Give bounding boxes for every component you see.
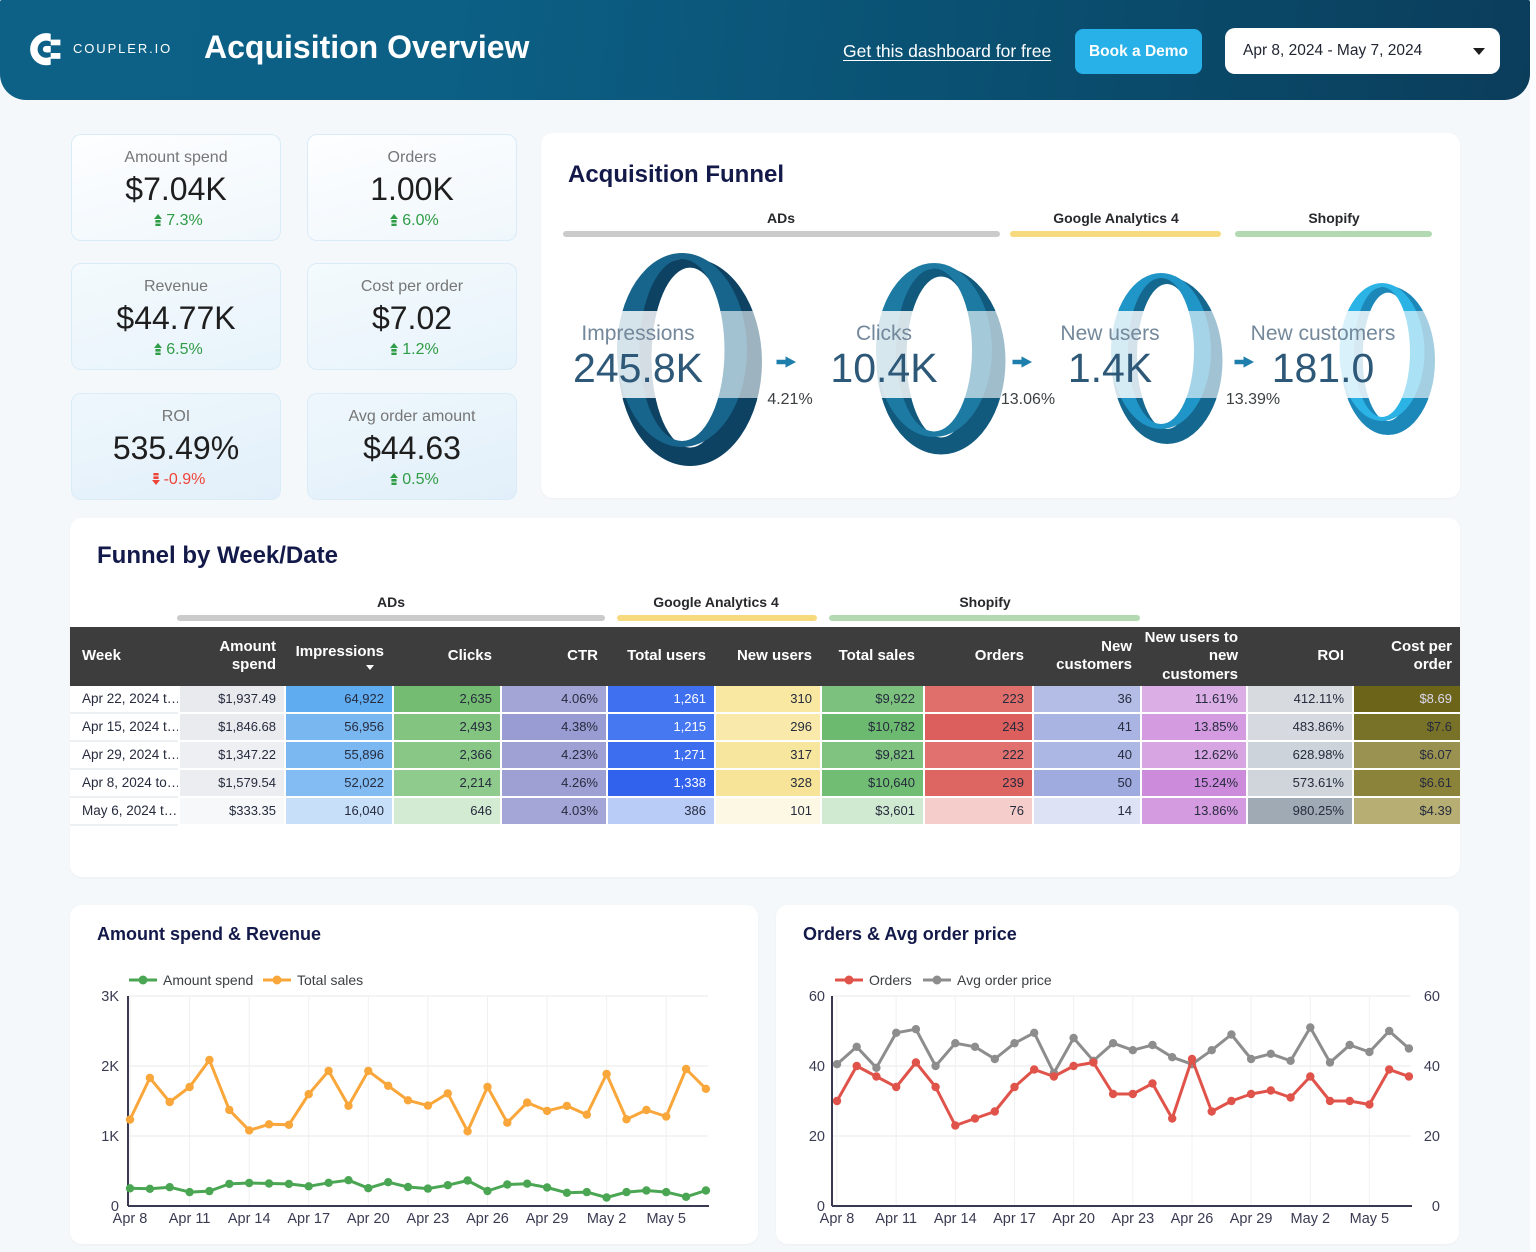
svg-text:60: 60 <box>809 989 825 1005</box>
svg-text:Orders: Orders <box>869 972 912 988</box>
svg-text:Apr 11: Apr 11 <box>169 1211 211 1227</box>
svg-text:0: 0 <box>817 1199 825 1215</box>
svg-text:Apr 11: Apr 11 <box>875 1211 917 1227</box>
svg-text:Apr 23: Apr 23 <box>407 1211 450 1227</box>
svg-text:3K: 3K <box>101 989 119 1005</box>
svg-text:Avg order price: Avg order price <box>957 972 1052 988</box>
svg-text:Apr 29: Apr 29 <box>1230 1211 1273 1227</box>
svg-text:2K: 2K <box>101 1059 119 1075</box>
svg-text:20: 20 <box>809 1129 825 1145</box>
svg-text:May 5: May 5 <box>646 1211 686 1227</box>
svg-text:Apr 17: Apr 17 <box>287 1211 330 1227</box>
svg-text:Apr 17: Apr 17 <box>993 1211 1036 1227</box>
svg-text:Apr 20: Apr 20 <box>347 1211 390 1227</box>
svg-text:Apr 26: Apr 26 <box>466 1211 509 1227</box>
svg-text:1K: 1K <box>101 1129 119 1145</box>
svg-text:May 2: May 2 <box>587 1211 627 1227</box>
svg-text:0: 0 <box>1432 1199 1440 1215</box>
svg-text:0: 0 <box>111 1199 119 1215</box>
svg-text:Total sales: Total sales <box>297 972 363 988</box>
svg-text:Apr 29: Apr 29 <box>526 1211 569 1227</box>
svg-text:Apr 14: Apr 14 <box>228 1211 271 1227</box>
svg-text:Apr 26: Apr 26 <box>1171 1211 1214 1227</box>
svg-text:Apr 23: Apr 23 <box>1111 1211 1154 1227</box>
svg-text:May 2: May 2 <box>1291 1211 1331 1227</box>
svg-text:20: 20 <box>1424 1129 1440 1145</box>
svg-text:Apr 8: Apr 8 <box>820 1211 855 1227</box>
svg-text:Amount spend: Amount spend <box>163 972 253 988</box>
svg-text:Apr 8: Apr 8 <box>113 1211 148 1227</box>
svg-text:40: 40 <box>1424 1059 1440 1075</box>
svg-text:40: 40 <box>809 1059 825 1075</box>
svg-text:May 5: May 5 <box>1350 1211 1390 1227</box>
svg-text:Apr 20: Apr 20 <box>1052 1211 1095 1227</box>
svg-text:Apr 14: Apr 14 <box>934 1211 977 1227</box>
svg-text:60: 60 <box>1424 989 1440 1005</box>
